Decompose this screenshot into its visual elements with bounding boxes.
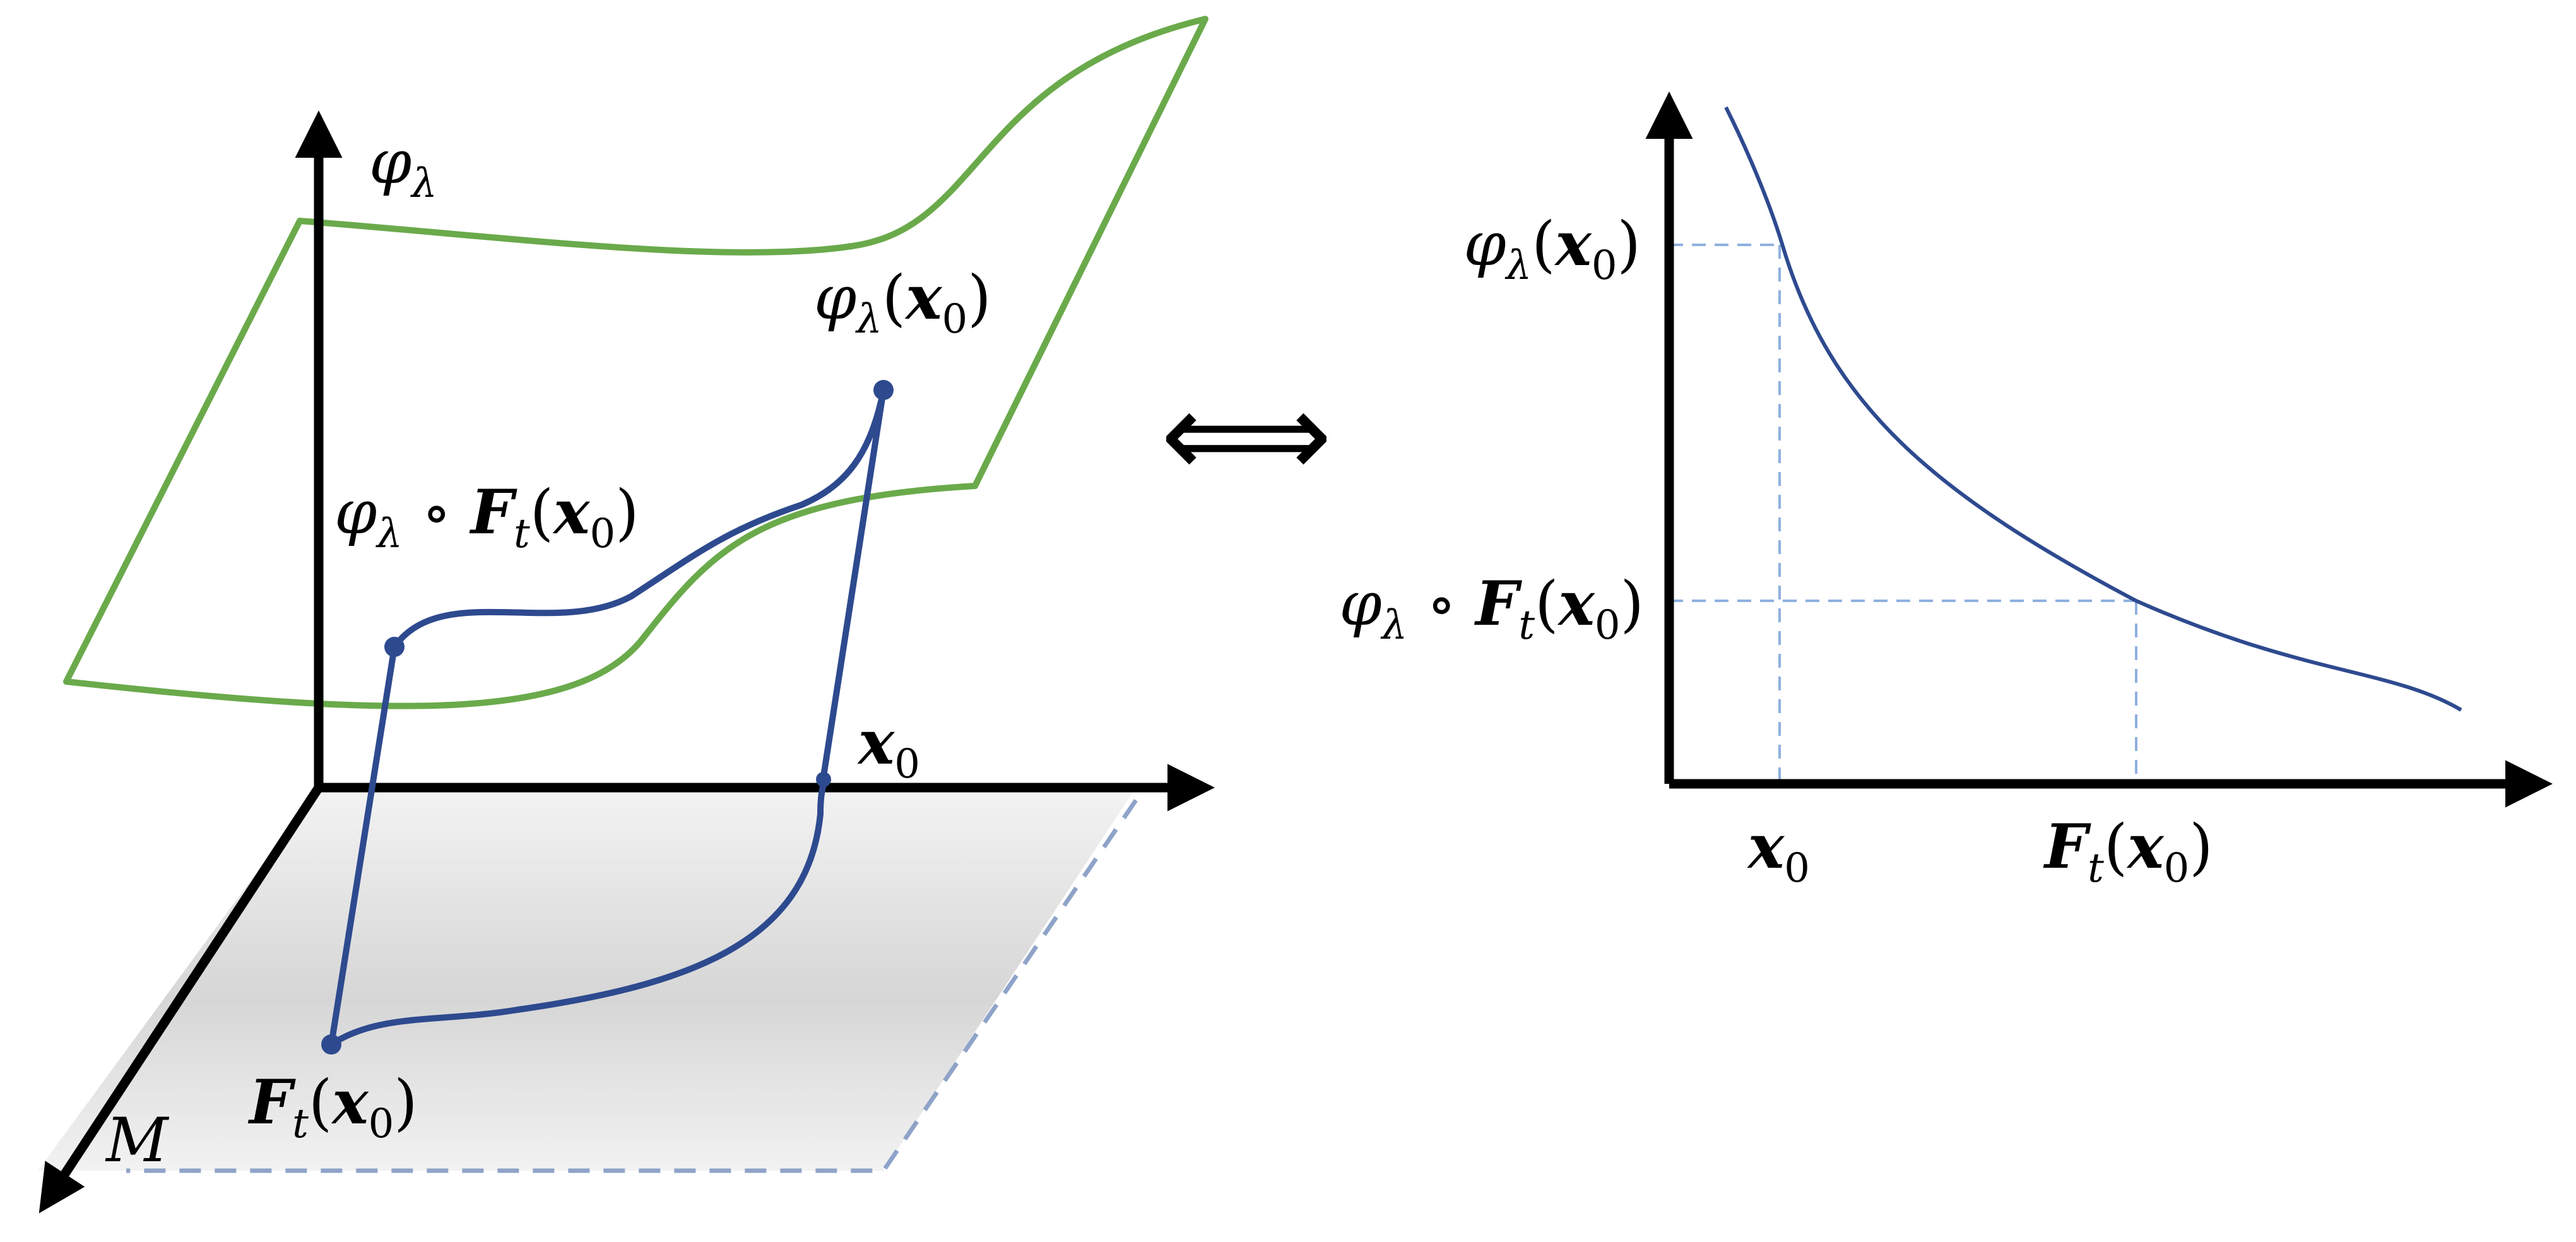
point-x0 [816,772,831,787]
manifold-surface [63,16,1208,709]
right-panel: φλ(x0) φλ ∘ Ft(x0) x0 Ft(x0) [1339,92,2553,892]
point-base-label: Ft(x0) [247,1067,418,1147]
equivalence-symbol: ⟺ [1161,365,1332,505]
base-plane [38,788,1136,1171]
left-panel: φλ x0 M φλ(x0) φλ ∘ Ft(x0) Ft(x0) [38,16,1215,1214]
x-tick-right-label: Ft(x0) [2043,811,2213,892]
point-F-x0 [321,1034,341,1055]
vertical-axis-label: φλ [369,127,437,207]
x-tick-left-label: x0 [1747,811,1810,892]
depth-axis [38,784,323,1214]
point-phi-x0 [873,380,894,400]
horizontal-axis-label: x0 [857,707,920,788]
depth-axis-label: M [105,1105,170,1176]
point-phi-F-x0 [384,637,405,657]
decay-curve [1724,106,2462,712]
point-mid-label: φλ ∘ Ft(x0) [334,476,639,557]
base-plane-dashed-edge [126,799,1138,1173]
y-tick-top-label: φλ(x0) [1463,208,1641,289]
point-top-label: φλ(x0) [814,262,991,343]
y-tick-bottom-label: φλ ∘ Ft(x0) [1339,568,1644,649]
